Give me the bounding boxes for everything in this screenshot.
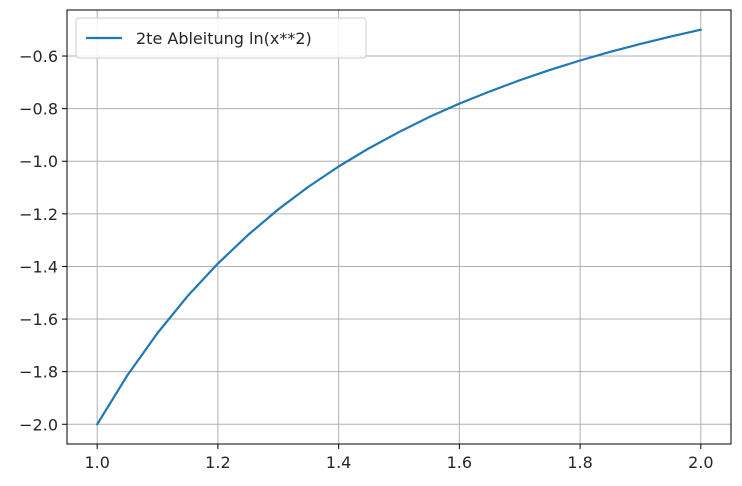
- x-tick-label: 1.2: [205, 453, 230, 472]
- y-tick-label: −1.8: [19, 363, 58, 382]
- grid: [67, 10, 731, 444]
- x-tick-label: 1.0: [84, 453, 109, 472]
- y-axis: −2.0 −1.8 −1.6 −1.4 −1.2 −1.0 −0.8 −0.6: [19, 47, 67, 434]
- y-tick-label: −0.8: [19, 100, 58, 119]
- legend: 2te Ableitung ln(x**2): [75, 17, 367, 59]
- x-tick-label: 1.6: [447, 453, 472, 472]
- y-tick-label: −1.0: [19, 152, 58, 171]
- x-tick-label: 1.4: [326, 453, 351, 472]
- y-tick-label: −0.6: [19, 47, 58, 66]
- x-tick-label: 2.0: [688, 453, 713, 472]
- plot-frame: [66, 9, 732, 445]
- legend-box: [75, 17, 367, 59]
- series-layer: [96, 28, 702, 426]
- y-tick-label: −1.4: [19, 257, 58, 276]
- x-tick-label: 1.8: [567, 453, 592, 472]
- y-tick-label: −1.6: [19, 310, 58, 329]
- y-tick-label: −1.2: [19, 205, 58, 224]
- legend-label: 2te Ableitung ln(x**2): [136, 29, 312, 48]
- series-line-0: [96, 28, 702, 426]
- x-axis: 1.0 1.2 1.4 1.6 1.8 2.0: [84, 444, 714, 472]
- y-tick-label: −2.0: [19, 415, 58, 434]
